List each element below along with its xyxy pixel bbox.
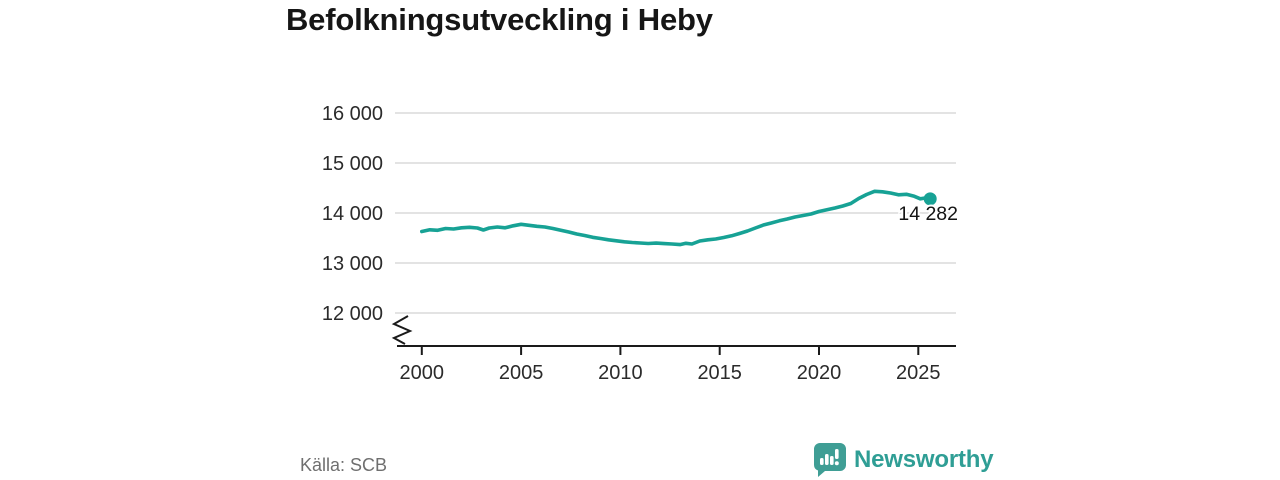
y-tick-label: 13 000 (322, 253, 383, 275)
population-line-chart: 12 000 13 000 14 000 15 000 16 000 2000 2005 20… (322, 103, 960, 384)
x-tick-label: 2025 (896, 362, 941, 384)
x-tick-label: 2015 (697, 362, 742, 384)
x-tick-label: 2020 (797, 362, 842, 384)
x-tick-label: 2010 (598, 362, 643, 384)
population-line-series (419, 189, 933, 247)
x-tick-label: 2005 (499, 362, 544, 384)
y-tick-label: 15 000 (322, 153, 383, 175)
y-tick-label: 14 000 (322, 203, 383, 225)
latest-point-marker (923, 192, 937, 206)
newsworthy-brand-link[interactable]: Newsworthy (812, 441, 994, 478)
x-tick-label: 2000 (400, 362, 445, 384)
newsworthy-logo-icon (814, 443, 846, 477)
chart-area: 12 000 13 000 14 000 15 000 16 000 2000 2005 20… (280, 60, 980, 400)
y-tick-label: 16 000 (322, 103, 383, 125)
y-tick-label: 12 000 (322, 303, 383, 325)
latest-value-label: 14 282 (898, 203, 958, 225)
page-title: Befolkningsutveckling i Heby (286, 2, 713, 37)
source-label: Källa: SCB (300, 455, 388, 475)
brand-wordmark: Newsworthy (854, 445, 994, 473)
y-axis-break-icon (391, 315, 413, 345)
